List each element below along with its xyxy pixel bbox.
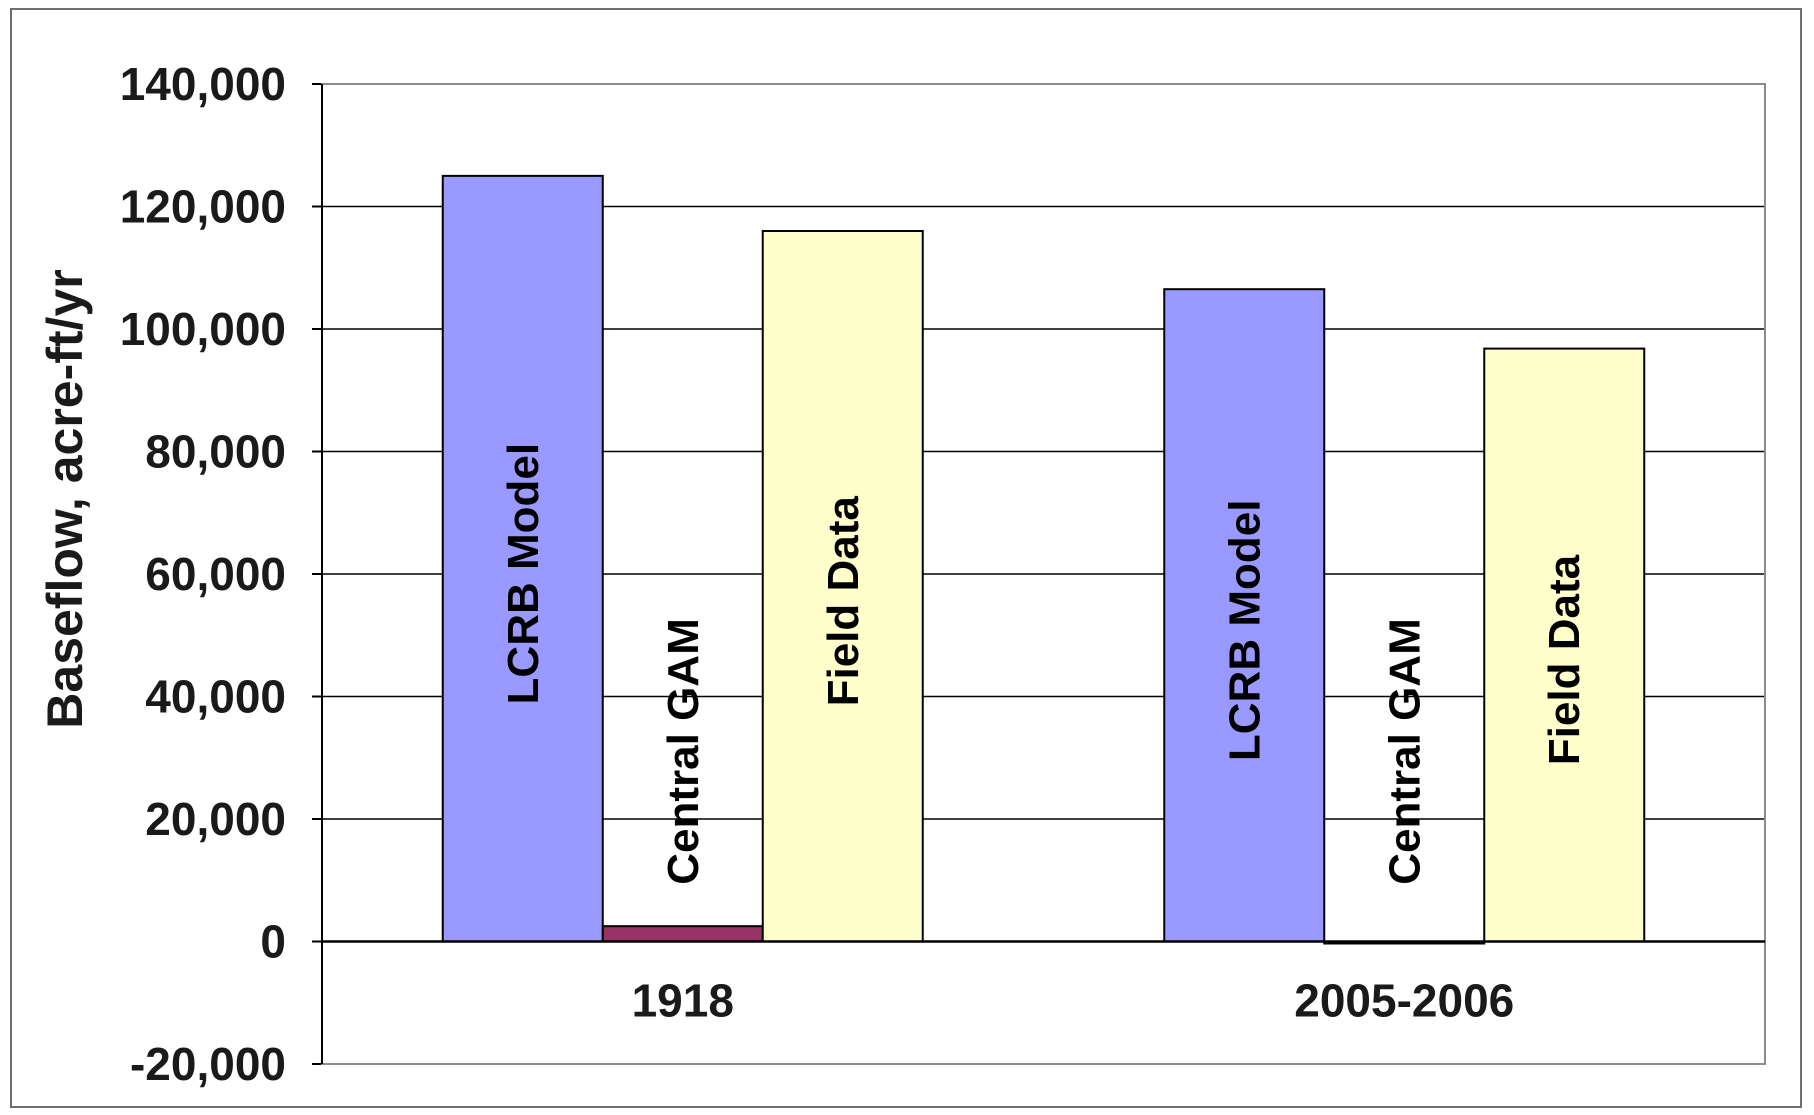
bar-field-data-1918 xyxy=(761,230,924,943)
y-tick-label: 20,000 xyxy=(145,793,286,845)
y-tick-label: 140,000 xyxy=(120,58,286,110)
bars xyxy=(441,174,1646,945)
bar-central-gam-1918 xyxy=(601,925,764,943)
bar-lcrb-model-2005-2006 xyxy=(1163,288,1326,943)
y-tick-label: 120,000 xyxy=(120,181,286,233)
y-axis-title: Baseflow, acre-ft/yr xyxy=(37,269,93,728)
bar-series-label: Field Data xyxy=(819,496,868,707)
bar-series-label: Field Data xyxy=(1540,554,1589,765)
bar-series-labels: LCRB Model Central GAM Field Data LCRB Mode… xyxy=(499,443,1590,885)
bar-field-data-2005-2006 xyxy=(1483,347,1646,943)
x-category-label: 2005-2006 xyxy=(1294,975,1514,1027)
y-tick-label: 80,000 xyxy=(145,426,286,478)
bar-series-label: Central GAM xyxy=(659,618,708,884)
y-tick-labels: -20,000 0 20,000 40,000 60,000 80,000 100,000 1… xyxy=(120,58,286,1090)
x-category-label: 1918 xyxy=(632,975,734,1027)
y-tick-label: 100,000 xyxy=(120,303,286,355)
y-tick-label: 40,000 xyxy=(145,671,286,723)
bar-lcrb-model-1918 xyxy=(441,174,604,943)
bar-series-label: LCRB Model xyxy=(499,443,548,705)
y-tick-label: 0 xyxy=(260,916,286,968)
y-tick-label: -20,000 xyxy=(130,1038,286,1090)
y-tick-label: 60,000 xyxy=(145,548,286,600)
bar-series-label: Central GAM xyxy=(1380,618,1429,884)
bar-series-label: LCRB Model xyxy=(1220,500,1269,762)
x-category-labels: 1918 2005-2006 xyxy=(632,975,1515,1027)
